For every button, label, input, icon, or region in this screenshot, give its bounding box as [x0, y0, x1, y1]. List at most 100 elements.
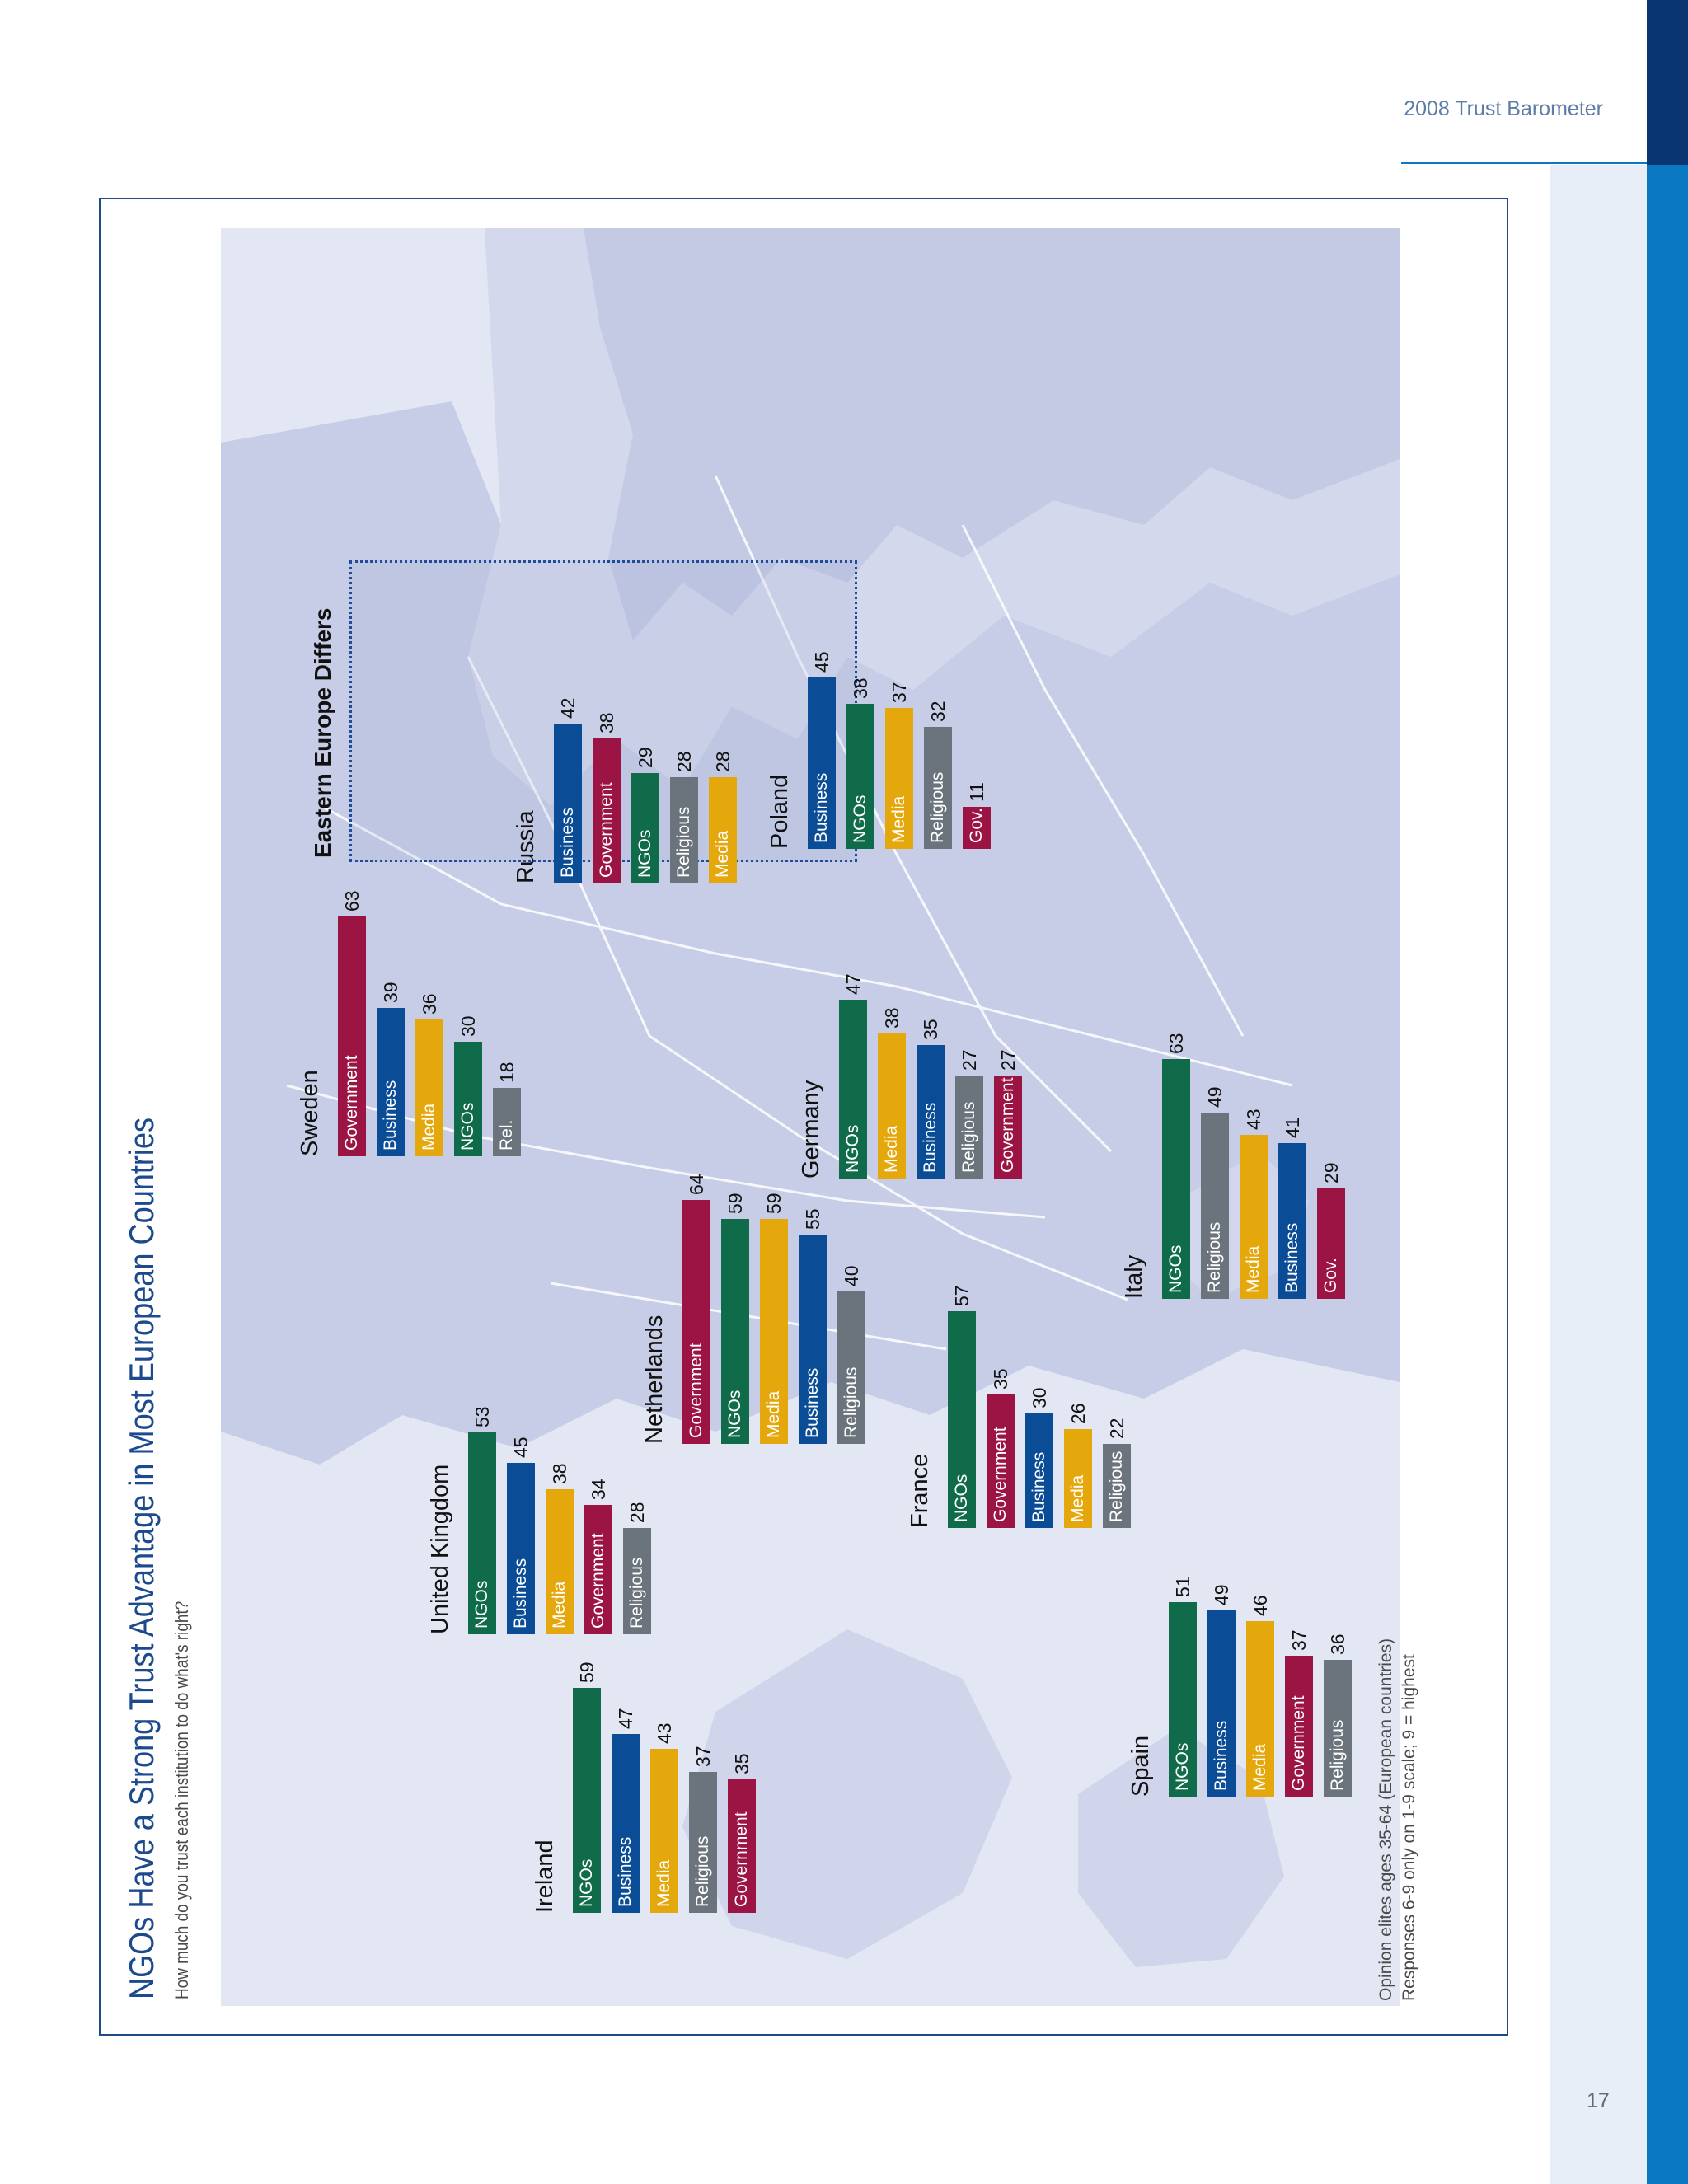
- bar-value: 51: [1172, 1576, 1193, 1597]
- bar-label: Government: [687, 1343, 706, 1438]
- footnote-line-2: Responses 6-9 only on 1-9 scale; 9 = hig…: [1400, 1654, 1418, 2001]
- bar-value: 59: [724, 1193, 746, 1214]
- bar-label: Government: [732, 1811, 751, 1907]
- bar: Media: [415, 1019, 443, 1156]
- land-iberia: [682, 1629, 1012, 1959]
- bar-value: 38: [881, 1007, 903, 1029]
- bar-value: 27: [997, 1049, 1019, 1071]
- bar-value: 38: [596, 712, 617, 733]
- bar: Business: [917, 1045, 945, 1179]
- country-label: Italy: [1121, 1254, 1147, 1299]
- bar-label: Media: [764, 1390, 783, 1438]
- bar-label: Business: [921, 1102, 940, 1173]
- bar-label: Business: [511, 1558, 530, 1629]
- footnote: Opinion elites ages 35-64 (European coun…: [1375, 1638, 1421, 2001]
- bar-value: 46: [1250, 1595, 1271, 1616]
- bar-value: 37: [889, 682, 910, 703]
- bar-value: 49: [1211, 1584, 1232, 1605]
- eastern-europe-callout-title: Eastern Europe Differs: [310, 607, 335, 858]
- bar-label: Business: [616, 1836, 635, 1907]
- bar-value: 38: [850, 677, 871, 699]
- bar: Government: [728, 1779, 756, 1913]
- bar: Media: [650, 1749, 678, 1913]
- bar-label: NGOs: [1173, 1742, 1192, 1791]
- bar-label: Business: [1282, 1222, 1301, 1293]
- bar-label: Religious: [693, 1835, 712, 1907]
- bar-label: Business: [803, 1367, 822, 1438]
- bar-value: 57: [951, 1285, 973, 1306]
- bar-label: Media: [713, 830, 732, 878]
- bar-value: 40: [841, 1265, 862, 1286]
- bar-value: 42: [557, 697, 579, 719]
- bar-value: 28: [673, 751, 695, 772]
- running-header: 2008 Trust Barometer: [1404, 97, 1603, 120]
- land-scandinavia: [584, 228, 1400, 640]
- bar-label: Government: [991, 1427, 1010, 1522]
- country-label: Ireland: [532, 1840, 558, 1913]
- bar-label: Media: [654, 1859, 673, 1907]
- bar-value: 28: [712, 751, 734, 772]
- bar-label: NGOs: [577, 1858, 596, 1907]
- bar-value: 18: [496, 1062, 518, 1083]
- bar: Rel.: [493, 1088, 521, 1156]
- bar: NGOs: [1169, 1602, 1197, 1797]
- country-label: United Kingdom: [427, 1464, 453, 1634]
- bar-label: NGOs: [1166, 1244, 1185, 1293]
- bar: Religious: [1324, 1660, 1352, 1797]
- bar-label: Religious: [959, 1101, 978, 1173]
- bar: Government: [994, 1076, 1022, 1179]
- bar: NGOs: [454, 1042, 482, 1156]
- bar: Media: [885, 708, 913, 849]
- bar-value: 27: [959, 1049, 980, 1071]
- bar-label: NGOs: [635, 829, 654, 878]
- bar-value: 36: [1327, 1633, 1348, 1655]
- bar-label: Business: [1212, 1720, 1231, 1791]
- land-east: [221, 401, 1400, 1465]
- bar-value: 26: [1067, 1403, 1089, 1424]
- bar: Religious: [955, 1076, 983, 1179]
- bar: Government: [987, 1394, 1015, 1528]
- side-bar-accent: [1647, 165, 1688, 2184]
- bar-value: 30: [1029, 1387, 1050, 1408]
- bar-value: 45: [811, 651, 832, 673]
- bar-value: 35: [731, 1753, 753, 1774]
- bar-value: 59: [763, 1193, 785, 1214]
- bar-value: 55: [802, 1208, 823, 1230]
- bar-label: Business: [381, 1080, 400, 1151]
- border-line: [961, 524, 1245, 1037]
- country-label: Poland: [767, 774, 793, 849]
- bar: Government: [338, 916, 366, 1156]
- bar: Media: [709, 777, 737, 883]
- bar-value: 47: [842, 973, 864, 995]
- border-line: [714, 475, 1113, 1153]
- bar-label: NGOs: [851, 794, 870, 843]
- bar-label: Business: [1029, 1451, 1048, 1522]
- bar-label: Media: [1244, 1245, 1263, 1293]
- bar-value: 32: [927, 701, 949, 722]
- bar: NGOs: [631, 773, 659, 883]
- bar-value: 64: [686, 1174, 707, 1195]
- bar-label: Religious: [928, 771, 947, 843]
- bar: Gov.: [1317, 1188, 1345, 1299]
- page-number: 17: [1587, 2089, 1610, 2112]
- footnote-line-1: Opinion elites ages 35-64 (European coun…: [1376, 1638, 1395, 2001]
- bar-value: 36: [419, 993, 440, 1015]
- bar: Religious: [623, 1528, 651, 1634]
- bar-value: 53: [471, 1406, 493, 1427]
- bar: Business: [1278, 1143, 1306, 1299]
- bar-value: 45: [510, 1436, 532, 1458]
- bar-label: NGOs: [725, 1390, 744, 1438]
- bar-value: 39: [380, 982, 401, 1003]
- bar-value: 30: [457, 1015, 479, 1037]
- bar: Government: [1285, 1656, 1313, 1797]
- bar-value: 11: [966, 782, 987, 802]
- bar: Media: [1246, 1621, 1274, 1797]
- bar: Media: [1240, 1135, 1268, 1299]
- bar-label: Media: [1068, 1474, 1087, 1522]
- country-label: Spain: [1128, 1735, 1154, 1797]
- bar-value: 29: [635, 747, 656, 768]
- bar: Business: [799, 1235, 827, 1444]
- bar: Media: [1064, 1429, 1092, 1528]
- chart-canvas: NGOs Have a Strong Trust Advantage in Mo…: [99, 198, 1505, 2032]
- bar-label: Business: [558, 807, 577, 878]
